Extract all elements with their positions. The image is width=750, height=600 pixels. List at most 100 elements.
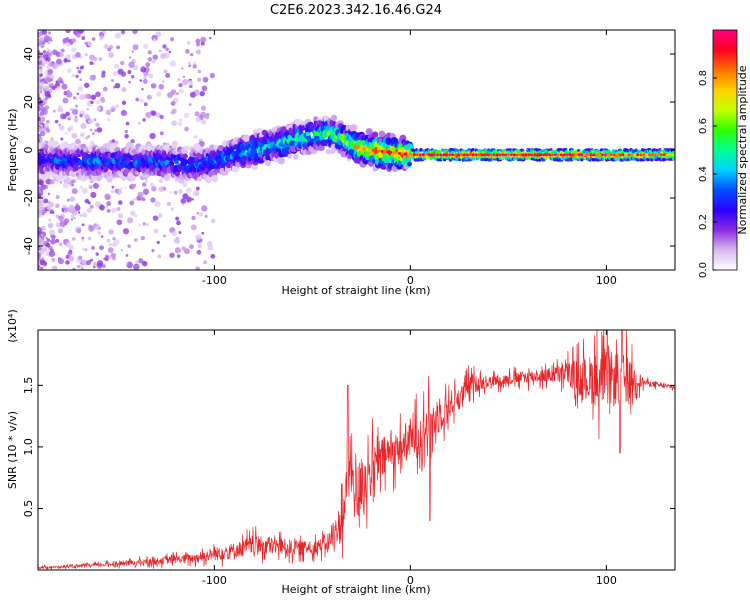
heatmap-noise bbox=[51, 257, 56, 262]
heatmap-noise bbox=[47, 41, 51, 45]
heatmap-noise bbox=[90, 100, 94, 105]
heatmap-noise bbox=[93, 261, 97, 266]
heatmap-noise bbox=[152, 54, 158, 60]
heatmap-noise bbox=[95, 91, 101, 98]
spectrogram-xlabel: Height of straight line (km) bbox=[281, 284, 430, 297]
heatmap-core bbox=[651, 153, 654, 157]
heatmap-noise bbox=[111, 79, 114, 83]
heatmap-noise bbox=[118, 190, 122, 193]
heatmap-noise bbox=[108, 52, 114, 57]
heatmap-noise bbox=[39, 130, 46, 137]
heatmap-noise bbox=[165, 47, 169, 52]
heatmap-noise bbox=[68, 255, 75, 262]
heatmap-noise bbox=[102, 86, 108, 92]
heatmap-noise bbox=[133, 238, 138, 242]
heatmap-noise bbox=[48, 246, 53, 250]
heatmap-core bbox=[601, 153, 604, 157]
heatmap-core bbox=[454, 153, 457, 157]
heatmap-core bbox=[627, 153, 631, 157]
heatmap-noise bbox=[42, 50, 47, 54]
heatmap-noise bbox=[58, 215, 64, 222]
heatmap-core bbox=[507, 153, 510, 157]
heatmap-noise bbox=[94, 129, 98, 133]
heatmap-noise bbox=[99, 204, 105, 211]
heatmap-noise bbox=[38, 41, 42, 46]
heatmap-noise bbox=[204, 214, 208, 218]
heatmap-noise bbox=[104, 193, 111, 201]
heatmap-noise bbox=[130, 75, 135, 79]
heatmap-noise bbox=[48, 53, 52, 57]
heatmap-core bbox=[459, 153, 463, 157]
heatmap-noise bbox=[130, 139, 135, 144]
spectrogram-heatmap bbox=[38, 30, 675, 270]
heatmap-core bbox=[415, 153, 419, 157]
heatmap-noise bbox=[46, 204, 52, 210]
heatmap-core bbox=[471, 153, 475, 157]
heatmap-core bbox=[521, 153, 525, 157]
heatmap-core bbox=[442, 153, 446, 157]
heatmap-cell bbox=[600, 148, 604, 152]
heatmap-noise bbox=[192, 61, 197, 65]
heatmap-noise bbox=[132, 65, 139, 71]
heatmap-cell bbox=[407, 161, 412, 167]
heatmap-noise bbox=[38, 188, 41, 194]
heatmap-noise bbox=[196, 249, 202, 255]
heatmap-noise bbox=[45, 76, 52, 83]
heatmap-noise bbox=[38, 256, 41, 261]
heatmap-noise bbox=[48, 62, 53, 67]
heatmap-cell bbox=[146, 145, 152, 152]
heatmap-noise bbox=[106, 201, 112, 206]
heatmap-noise bbox=[111, 207, 117, 214]
heatmap-noise bbox=[139, 79, 143, 82]
heatmap-noise bbox=[107, 247, 114, 253]
heatmap-noise bbox=[56, 58, 62, 65]
snr-multiplier: (x10⁴) bbox=[6, 309, 19, 343]
heatmap-noise bbox=[105, 205, 109, 209]
heatmap-noise bbox=[108, 229, 114, 235]
heatmap-noise bbox=[102, 264, 106, 269]
heatmap-noise bbox=[188, 80, 194, 86]
y-tick-label: 0.5 bbox=[22, 500, 35, 518]
heatmap-noise bbox=[51, 211, 55, 215]
heatmap-core bbox=[574, 153, 578, 157]
heatmap-noise bbox=[204, 114, 210, 120]
heatmap-core bbox=[395, 151, 399, 155]
heatmap-noise bbox=[141, 260, 148, 267]
heatmap-noise bbox=[106, 208, 111, 213]
heatmap-cell bbox=[174, 171, 181, 177]
heatmap-noise bbox=[86, 107, 90, 111]
heatmap-cell bbox=[471, 148, 475, 152]
heatmap-noise bbox=[92, 132, 95, 135]
heatmap-noise bbox=[58, 125, 65, 131]
heatmap-noise bbox=[131, 50, 135, 53]
heatmap-core bbox=[524, 153, 528, 157]
heatmap-noise bbox=[71, 108, 79, 116]
heatmap-cell bbox=[242, 134, 251, 142]
heatmap-noise bbox=[48, 250, 56, 257]
heatmap-cell bbox=[631, 157, 636, 161]
heatmap-noise bbox=[116, 219, 123, 226]
heatmap-cell bbox=[580, 158, 584, 162]
heatmap-noise bbox=[132, 44, 139, 51]
heatmap-cell bbox=[639, 158, 643, 162]
heatmap-noise bbox=[183, 112, 190, 119]
heatmap-core bbox=[609, 153, 613, 157]
heatmap-core bbox=[589, 153, 593, 157]
heatmap-noise bbox=[90, 94, 97, 100]
heatmap-noise bbox=[90, 191, 97, 198]
heatmap-noise bbox=[151, 186, 157, 192]
heatmap-noise bbox=[58, 242, 63, 247]
heatmap-cell bbox=[526, 156, 530, 160]
heatmap-core bbox=[648, 153, 651, 157]
heatmap-noise bbox=[134, 260, 140, 265]
heatmap-cell bbox=[51, 140, 59, 149]
heatmap-cell bbox=[330, 114, 338, 122]
heatmap-noise bbox=[47, 68, 54, 75]
heatmap-core bbox=[477, 153, 481, 157]
heatmap-noise bbox=[112, 256, 116, 261]
heatmap-noise bbox=[47, 31, 52, 35]
heatmap-noise bbox=[75, 74, 79, 78]
heatmap-noise bbox=[184, 49, 190, 54]
heatmap-noise bbox=[105, 109, 112, 116]
heatmap-core bbox=[407, 153, 410, 156]
